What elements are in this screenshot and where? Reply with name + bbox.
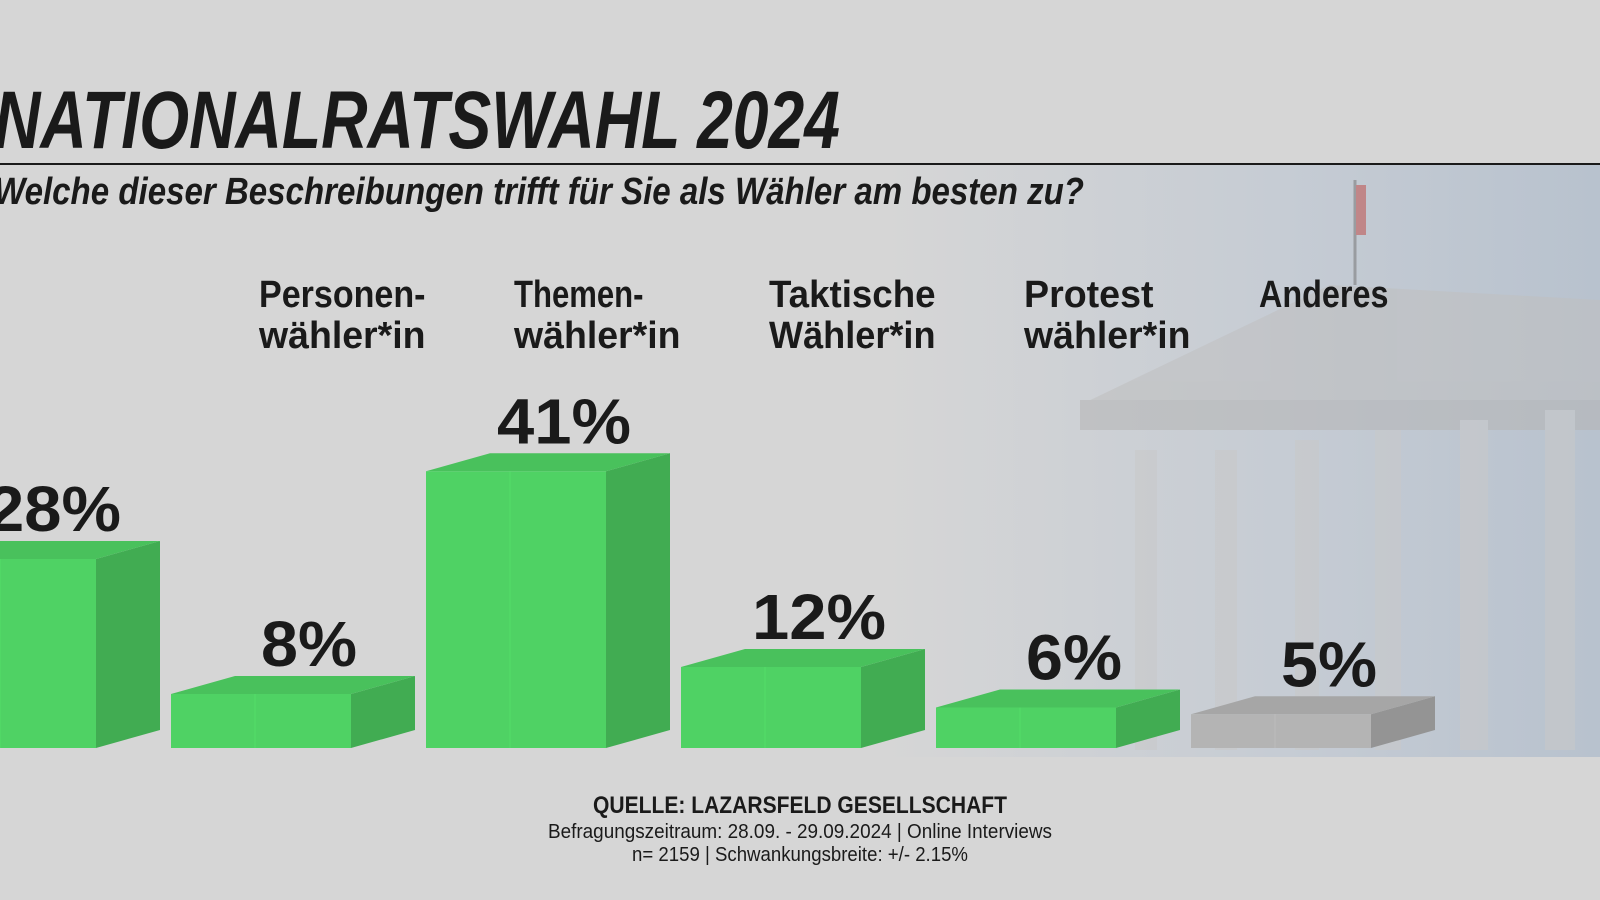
category-label: wähler*in <box>513 315 680 357</box>
category-label: Themen- <box>514 274 644 316</box>
bar-top <box>171 676 415 694</box>
bar-front <box>0 559 96 748</box>
bar <box>426 453 670 748</box>
bar <box>1191 696 1435 748</box>
chart-title: NATIONALRATSWAHL 2024 <box>0 75 840 166</box>
bar <box>681 649 925 748</box>
bar-front <box>1191 714 1371 748</box>
value-label: 28% <box>0 473 121 545</box>
bar-side <box>1116 689 1180 748</box>
category-label: Wähler*in <box>769 315 936 357</box>
bar <box>936 689 1180 748</box>
category-label: wähler*in <box>258 315 425 357</box>
bar-top <box>426 453 670 472</box>
source: QUELLE: LAZARSFELD GESELLSCHAFT <box>593 792 1007 819</box>
note: Befragungszeitraum: 28.09. - 29.09.2024 … <box>548 821 1052 843</box>
bar-front <box>426 471 606 748</box>
bar-side <box>861 649 925 748</box>
bar-front <box>936 707 1116 748</box>
building-illustration <box>1080 180 1600 750</box>
value-label: 8% <box>261 608 357 680</box>
bar-side <box>606 453 670 748</box>
value-label: 5% <box>1281 628 1377 700</box>
bar-top <box>936 689 1180 708</box>
category-label: Protest <box>1024 274 1154 316</box>
value-label: 6% <box>1026 622 1122 694</box>
chart-subtitle: Welche dieser Beschreibungen trifft für … <box>0 171 1084 213</box>
bar-top <box>1191 696 1435 715</box>
category-label: Taktische <box>769 274 936 316</box>
bar-side <box>351 676 415 748</box>
value-label: 41% <box>497 385 631 457</box>
note: n= 2159 | Schwankungsbreite: +/- 2.15% <box>632 844 968 866</box>
bar-top <box>0 541 160 559</box>
bar-side <box>96 541 160 748</box>
bar-front <box>171 694 351 748</box>
category-label: Personen- <box>259 274 426 316</box>
bar-front <box>681 667 861 748</box>
bar <box>171 676 415 748</box>
value-label: 12% <box>752 581 886 653</box>
category-label: Anderes <box>1259 274 1389 316</box>
bar <box>0 541 160 748</box>
bar-side <box>1371 696 1435 748</box>
category-label: wähler*in <box>1023 315 1190 357</box>
bar-top <box>681 649 925 667</box>
